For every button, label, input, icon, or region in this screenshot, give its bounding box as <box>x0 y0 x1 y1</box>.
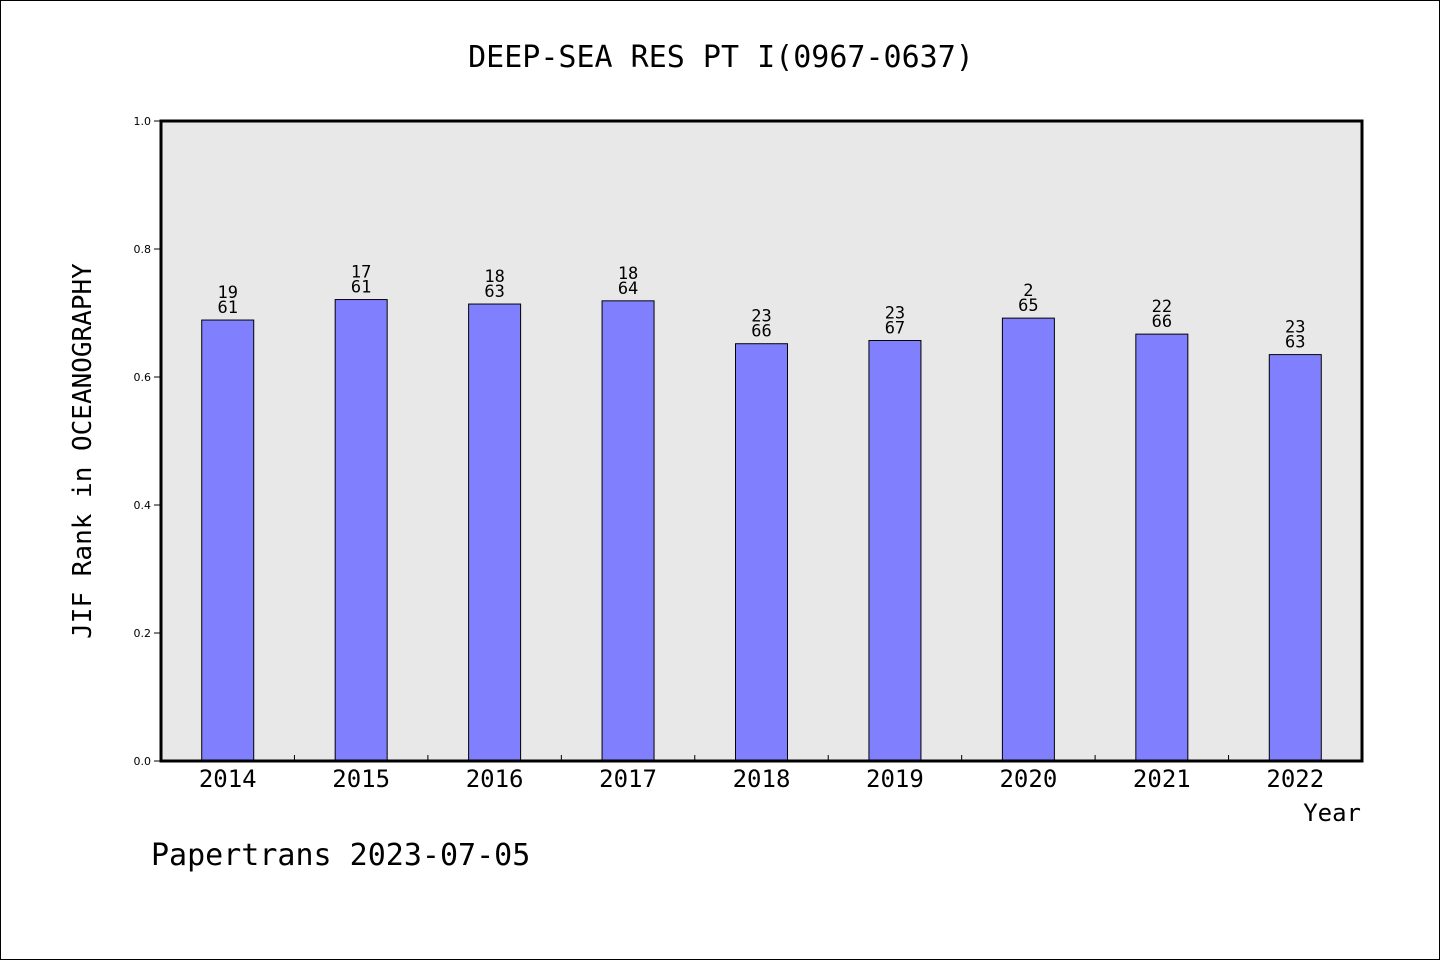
bar-label-2017-2: 64 <box>618 279 638 299</box>
bar-2019 <box>868 340 922 762</box>
bar-2021 <box>1135 333 1189 762</box>
bar-label-2021-2: 66 <box>1152 312 1172 332</box>
chart-title: DEEP-SEA RES PT I(0967-0637) <box>468 40 974 75</box>
x-tick-label-2016: 2016 <box>466 765 524 793</box>
bar-2020 <box>1001 317 1055 762</box>
y-tick-label-0.8: 0.8 <box>134 243 152 256</box>
bar-label-2014-2: 61 <box>217 298 237 318</box>
bar-label-2016-2: 63 <box>484 282 504 302</box>
bar-label-2016-1: 18 <box>484 267 504 287</box>
bar-label-2020-1: 2 <box>1023 281 1033 301</box>
x-tick-label-2021: 2021 <box>1133 765 1191 793</box>
bar-label-2018-2: 66 <box>751 322 771 342</box>
x-tick-label-2020: 2020 <box>999 765 1057 793</box>
bar-2018 <box>735 343 788 762</box>
bar-label-2021-1: 22 <box>1152 297 1172 317</box>
bar-label-2019-2: 67 <box>885 319 905 339</box>
y-tick-label-0.6: 0.6 <box>134 371 152 384</box>
footer-text: Papertrans 2023-07-05 <box>151 838 530 873</box>
y-tick-label-0.4: 0.4 <box>134 499 152 512</box>
bar-label-2014-1: 19 <box>217 283 237 303</box>
bar-label-2018-1: 23 <box>751 307 771 327</box>
x-tick-label-2017: 2017 <box>599 765 657 793</box>
y-tick-label-0.2: 0.2 <box>134 627 152 640</box>
bars-layer <box>201 299 1322 762</box>
bar-2014 <box>201 319 255 762</box>
bar-label-2022-2: 63 <box>1285 333 1305 353</box>
bar-label-2022-1: 23 <box>1285 318 1305 338</box>
x-tick-label-2019: 2019 <box>866 765 924 793</box>
y-axis: 0.0 0.2 0.4 0.6 0.8 1.0 <box>134 115 161 768</box>
x-tick-label-2022: 2022 <box>1266 765 1324 793</box>
plot-border <box>159 119 1364 763</box>
bar-2022 <box>1268 354 1322 762</box>
bar-2017 <box>601 300 655 762</box>
x-tick-label-2018: 2018 <box>733 765 791 793</box>
bar-label-2015-1: 17 <box>351 263 371 283</box>
y-axis-title: JIF Rank in OCEANOGRAPHY <box>68 263 98 639</box>
y-tick-label-0.0: 0.0 <box>134 755 152 768</box>
x-tick-label-2015: 2015 <box>332 765 390 793</box>
x-tick-label-2014: 2014 <box>199 765 257 793</box>
bar-label-2015-2: 61 <box>351 278 371 298</box>
bar-label-2017-1: 18 <box>618 264 638 284</box>
x-axis: 2014 2015 2016 2017 2018 2019 2020 2021 2022 <box>199 755 1324 793</box>
bar-2015 <box>334 299 388 762</box>
y-tick-label-1.0: 1.0 <box>134 115 152 128</box>
x-axis-title: Year <box>1303 799 1361 827</box>
bar-2016 <box>468 303 522 762</box>
bar-label-2019-1: 23 <box>885 304 905 324</box>
bar-label-2020-2: 65 <box>1018 296 1038 316</box>
